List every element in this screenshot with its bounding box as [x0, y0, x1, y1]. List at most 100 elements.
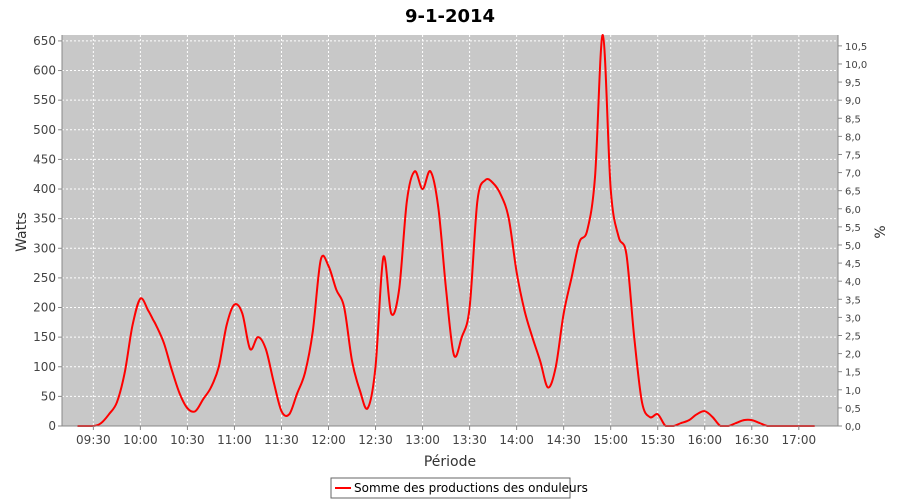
y2-tick-label: 4,0	[845, 277, 861, 288]
data-point	[688, 419, 690, 421]
x-tick-label: 16:00	[687, 433, 722, 447]
data-point	[194, 410, 197, 413]
y2-tick-label: 2,5	[845, 331, 861, 342]
legend-box	[330, 477, 571, 499]
data-point	[265, 348, 267, 350]
y2-tick-label: 3,0	[845, 313, 861, 324]
data-point	[594, 176, 596, 178]
y-axis-label: Watts	[14, 212, 30, 252]
data-point	[523, 309, 526, 312]
x-tick-label: 12:30	[358, 433, 393, 447]
data-point	[413, 170, 416, 173]
x-tick-label: 15:30	[640, 433, 675, 447]
data-point	[743, 419, 745, 421]
data-point	[680, 422, 682, 424]
data-point	[108, 413, 110, 416]
y-tick-label: 300	[33, 241, 56, 255]
data-point	[711, 416, 714, 418]
data-point	[147, 309, 149, 312]
x-tick-label: 13:00	[405, 433, 440, 447]
data-point	[366, 407, 369, 410]
data-point	[335, 288, 338, 291]
y-tick-label: 450	[33, 152, 56, 166]
x-ticks: 09:30 10:00 10:30 11:00 11:30 12:00 12:30 13:00…	[76, 426, 816, 447]
data-point	[758, 422, 761, 424]
legend: Somme des productions des onduleurs	[330, 477, 588, 499]
data-point	[547, 386, 549, 389]
legend-label: Somme des productions des onduleurs	[354, 481, 588, 495]
y-tick-label: 400	[33, 182, 56, 196]
data-point	[531, 336, 534, 338]
data-point	[656, 413, 659, 416]
data-point	[170, 368, 173, 371]
data-point	[178, 392, 181, 395]
data-point	[609, 188, 612, 190]
data-point	[186, 407, 189, 410]
x-tick-label: 13:30	[452, 433, 487, 447]
y2-tick-label: 7,0	[845, 169, 861, 180]
y-tick-label: 50	[41, 389, 56, 403]
y2-tick-label: 0,5	[845, 404, 861, 415]
data-point	[461, 336, 463, 338]
y2-tick-label: 4,5	[845, 259, 861, 270]
data-point	[288, 413, 291, 416]
data-point	[570, 277, 573, 279]
data-point	[633, 336, 635, 338]
data-point	[343, 306, 346, 309]
data-point	[225, 324, 228, 327]
data-point	[210, 386, 212, 389]
y2-axis-label: %	[873, 225, 889, 238]
data-point	[304, 371, 306, 374]
x-tick-label: 11:30	[264, 433, 299, 447]
y-tick-label: 500	[33, 123, 56, 137]
data-point	[703, 410, 706, 413]
data-point	[437, 206, 440, 208]
y2-tick-label: 5,0	[845, 241, 861, 252]
data-point	[116, 401, 118, 404]
x-tick-label: 14:30	[546, 433, 581, 447]
data-point	[508, 217, 510, 220]
y2-tick-label: 7,5	[845, 150, 861, 161]
data-point	[578, 241, 581, 244]
data-point	[123, 371, 126, 374]
data-point	[280, 410, 283, 413]
x-tick-label: 12:00	[311, 433, 346, 447]
data-point	[625, 253, 628, 255]
data-point	[500, 194, 502, 196]
y2-tick-label: 2,0	[845, 350, 861, 361]
data-point	[319, 259, 322, 261]
y2-tick-label: 3,5	[845, 295, 861, 306]
y2-tick-label: 6,0	[845, 205, 861, 216]
data-point	[602, 34, 604, 36]
x-tick-label: 14:00	[499, 433, 534, 447]
data-point	[751, 419, 753, 421]
y-tick-label: 150	[33, 330, 56, 344]
data-point	[421, 188, 424, 190]
x-tick-label: 17:00	[782, 433, 817, 447]
y-tick-label: 350	[33, 212, 56, 226]
y2-ticks: 0,0 0,5 1,0 1,5 2,0 2,5 3,0 3,5 4,0 4,5 5,0 5,5 6,0 6…	[838, 42, 867, 433]
data-point	[312, 330, 314, 333]
chart-title: 9-1-2014	[405, 6, 495, 27]
data-point	[359, 389, 361, 392]
data-point	[562, 312, 565, 315]
data-point	[163, 342, 165, 344]
data-point	[202, 398, 204, 401]
y2-tick-label: 6,5	[845, 187, 861, 198]
data-point	[492, 182, 494, 184]
data-point	[649, 416, 651, 418]
x-tick-label: 09:30	[76, 433, 111, 447]
data-point	[218, 366, 220, 368]
y2-tick-label: 10,0	[845, 60, 867, 71]
y-tick-label: 0	[48, 419, 56, 433]
y2-tick-label: 0,0	[845, 422, 861, 433]
data-point	[152, 318, 154, 321]
y-ticks: 0 50 100 150 200 250 300 350 400 450 500 550 600 650	[33, 34, 62, 433]
y-tick-label: 200	[33, 301, 56, 315]
y-tick-label: 600	[33, 64, 56, 78]
x-tick-label: 11:00	[217, 433, 252, 447]
data-point	[445, 288, 447, 291]
y2-tick-label: 10,5	[845, 42, 867, 53]
data-point	[296, 392, 299, 395]
data-point	[257, 336, 259, 338]
